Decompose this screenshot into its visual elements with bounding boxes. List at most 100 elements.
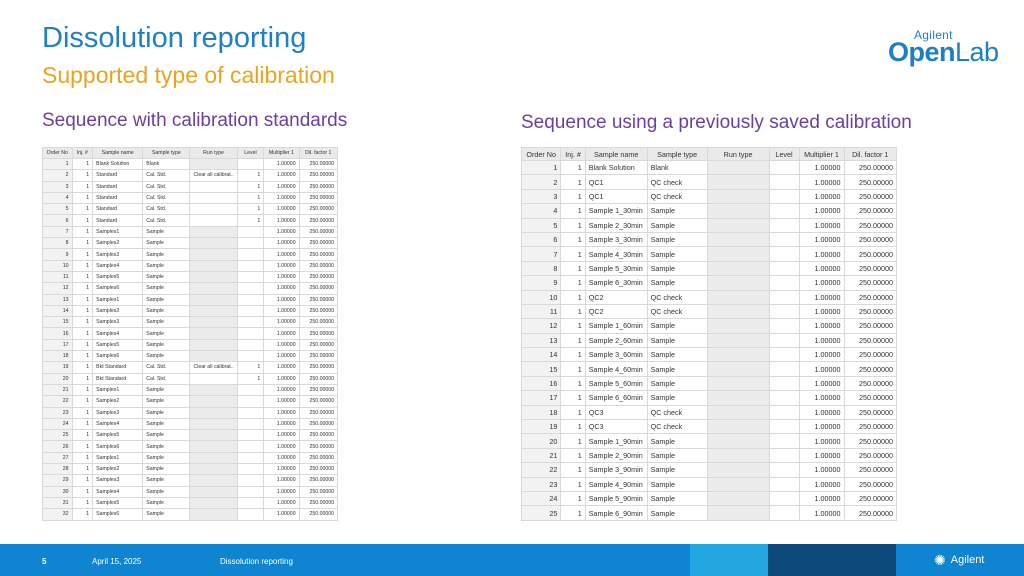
table-cell[interactable]: 1 [560, 375, 586, 392]
column-header[interactable]: Sample type [646, 147, 708, 161]
table-cell[interactable] [189, 282, 238, 295]
table-cell[interactable]: 1.00000 [798, 303, 845, 320]
table-cell[interactable]: QC check [646, 419, 708, 435]
table-row[interactable]: 32 1 Samples6 Sample 1.00000 250.00000 [42, 508, 339, 521]
table-cell[interactable]: Sample [646, 231, 708, 248]
table-cell[interactable] [768, 332, 800, 349]
table-cell[interactable]: 1.00000 [263, 383, 300, 397]
table-cell[interactable]: 30 [42, 485, 73, 498]
table-cell[interactable]: 24 [42, 417, 73, 431]
table-row[interactable]: 10 1 QC2 QC check 1.00000 250.00000 [520, 289, 897, 305]
table-cell[interactable]: Sample [142, 508, 191, 521]
table-row[interactable]: 8 1 Sample 5_30min Sample 1.00000 250.00000 [520, 260, 897, 277]
table-cell[interactable]: Clear all calibrat.. [189, 169, 238, 182]
table-cell[interactable]: 1 [71, 316, 94, 329]
table-cell[interactable]: 27 [42, 451, 73, 465]
table-cell[interactable]: 250.00000 [298, 293, 339, 306]
table-cell[interactable] [768, 404, 800, 421]
table-cell[interactable]: 250.00000 [298, 169, 339, 182]
table-cell[interactable]: 250.00000 [298, 361, 339, 374]
table-cell[interactable]: Sample 3_60min [584, 347, 648, 363]
table-cell[interactable]: 250.00000 [298, 191, 339, 205]
table-cell[interactable]: 13 [42, 293, 73, 306]
table-cell[interactable]: 250.00000 [843, 217, 897, 233]
table-cell[interactable] [768, 231, 800, 248]
table-cell[interactable] [706, 246, 770, 262]
table-cell[interactable] [236, 440, 265, 453]
table-cell[interactable]: 31 [42, 496, 73, 510]
table-cell[interactable]: 250.00000 [298, 350, 339, 363]
table-cell[interactable]: 1.00000 [263, 372, 300, 385]
table-cell[interactable]: Cal. Std. [142, 203, 191, 216]
table-cell[interactable]: 1 [71, 496, 94, 510]
table-cell[interactable] [236, 429, 265, 442]
table-cell[interactable]: 1.00000 [263, 248, 300, 261]
table-cell[interactable]: 1 [71, 157, 94, 171]
table-cell[interactable]: 1 [71, 225, 94, 239]
table-cell[interactable]: 5 [42, 203, 73, 216]
table-cell[interactable]: 1.00000 [798, 490, 845, 507]
table-cell[interactable] [236, 338, 265, 352]
table-cell[interactable]: 1.00000 [263, 270, 300, 284]
table-row[interactable]: 16 1 Samples4 Sample 1.00000 250.00000 [42, 327, 339, 340]
table-cell[interactable]: Sample [142, 463, 191, 476]
table-cell[interactable] [706, 159, 770, 176]
table-cell[interactable] [706, 419, 770, 435]
table-cell[interactable] [236, 496, 265, 510]
table-cell[interactable]: Sample [646, 390, 708, 406]
table-cell[interactable] [706, 361, 770, 377]
table-cell[interactable]: Sample [142, 429, 191, 442]
table-cell[interactable]: 1.00000 [798, 231, 845, 248]
table-cell[interactable]: 250.00000 [298, 203, 339, 216]
table-row[interactable]: 2 1 QC1 QC check 1.00000 250.00000 [520, 174, 897, 190]
table-cell[interactable]: 15 [520, 361, 562, 377]
table-cell[interactable] [189, 451, 238, 465]
table-cell[interactable]: 250.00000 [843, 303, 897, 320]
table-cell[interactable]: 250.00000 [843, 505, 897, 521]
table-cell[interactable]: Samples1 [92, 225, 144, 239]
table-cell[interactable]: 1 [71, 406, 94, 419]
table-cell[interactable] [768, 361, 800, 377]
table-cell[interactable]: 6 [520, 231, 562, 248]
table-cell[interactable] [189, 157, 238, 171]
table-row[interactable]: 28 1 Samples2 Sample 1.00000 250.00000 [42, 463, 339, 476]
table-cell[interactable]: 1 [71, 508, 94, 521]
table-cell[interactable]: 250.00000 [843, 419, 897, 435]
table-cell[interactable]: Sample 2_60min [584, 332, 648, 349]
table-row[interactable]: 22 1 Sample 3_90min Sample 1.00000 250.00000 [520, 462, 897, 478]
table-cell[interactable] [768, 447, 800, 464]
table-cell[interactable]: 1 [560, 275, 586, 291]
table-cell[interactable]: Samples6 [92, 508, 144, 521]
table-cell[interactable] [706, 375, 770, 392]
table-cell[interactable]: 1.00000 [798, 260, 845, 277]
table-cell[interactable]: Samples2 [92, 237, 144, 250]
table-cell[interactable]: 1.00000 [798, 404, 845, 421]
table-cell[interactable]: 250.00000 [843, 347, 897, 363]
table-cell[interactable]: Sample [646, 217, 708, 233]
table-cell[interactable]: 250.00000 [843, 490, 897, 507]
table-row[interactable]: 2 1 Standard Cal. Std. Clear all calibrat.. 1… [42, 169, 339, 182]
table-cell[interactable]: 1.00000 [263, 463, 300, 476]
table-row[interactable]: 29 1 Samples3 Sample 1.00000 250.00000 [42, 474, 339, 487]
table-cell[interactable]: 250.00000 [843, 174, 897, 190]
table-cell[interactable] [189, 508, 238, 521]
table-cell[interactable]: 1.00000 [798, 174, 845, 190]
table-cell[interactable]: 250.00000 [298, 417, 339, 431]
table-cell[interactable]: Samples1 [92, 383, 144, 397]
table-cell[interactable]: Sample [142, 440, 191, 453]
table-cell[interactable]: 28 [42, 463, 73, 476]
table-cell[interactable]: 1.00000 [798, 476, 845, 492]
table-cell[interactable]: 1 [560, 390, 586, 406]
table-cell[interactable]: 1 [42, 157, 73, 171]
table-cell[interactable]: 1.00000 [798, 275, 845, 291]
table-cell[interactable]: 1 [560, 231, 586, 248]
table-cell[interactable]: 250.00000 [843, 159, 897, 176]
table-cell[interactable]: Standard [92, 191, 144, 205]
table-cell[interactable]: Sample [142, 474, 191, 487]
table-cell[interactable]: 1.00000 [263, 225, 300, 239]
table-cell[interactable] [189, 327, 238, 340]
table-cell[interactable]: 1.00000 [263, 282, 300, 295]
table-cell[interactable]: 1 [560, 217, 586, 233]
table-cell[interactable] [189, 214, 238, 227]
table-cell[interactable] [189, 383, 238, 397]
